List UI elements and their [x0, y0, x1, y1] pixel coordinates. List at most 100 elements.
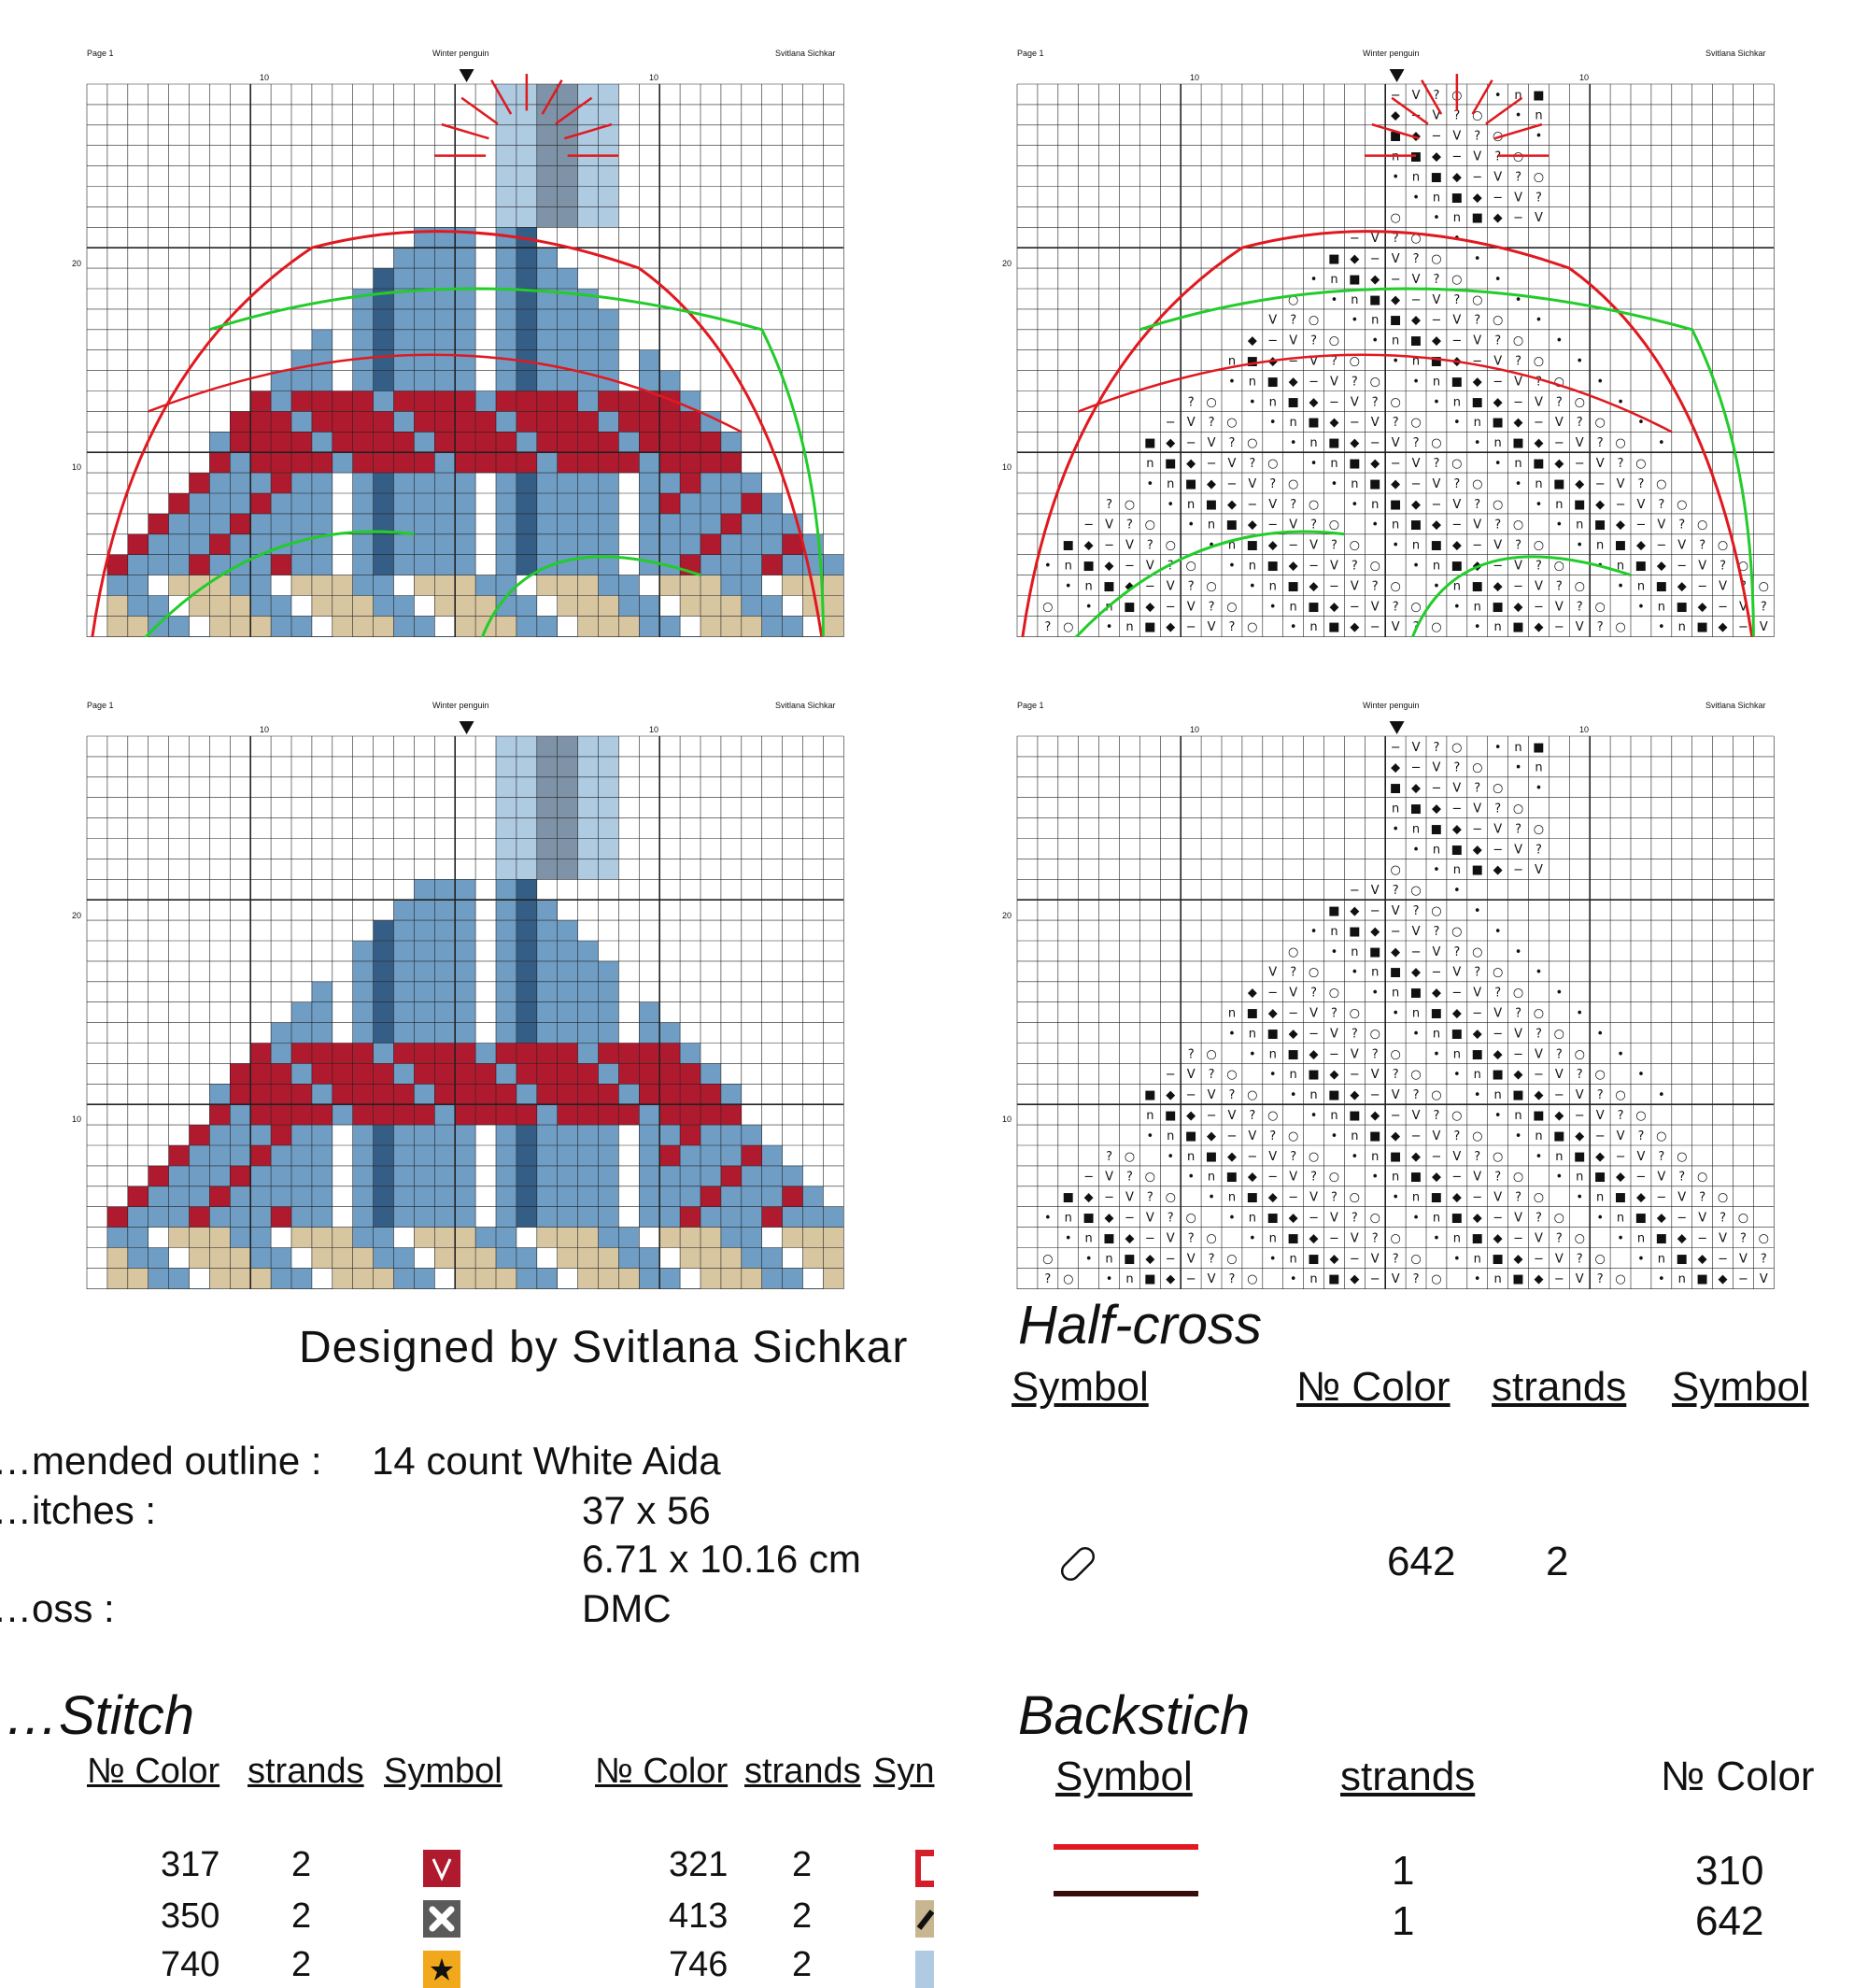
svg-text:V: V [1657, 1171, 1665, 1185]
svg-text:◆: ◆ [1534, 436, 1543, 450]
svg-text:◆: ◆ [1514, 1252, 1523, 1266]
svg-text:n: n [1433, 843, 1440, 857]
page-label: Page 1 [1017, 49, 1044, 58]
svg-text:○: ○ [1410, 1068, 1421, 1082]
svg-text:?: ? [1494, 802, 1501, 816]
svg-text:•: • [1249, 395, 1256, 409]
svg-text:n: n [1412, 1006, 1420, 1020]
svg-text:■: ■ [1677, 1252, 1688, 1266]
cs-color-350: 350 [161, 1896, 220, 1936]
svg-text:V: V [1473, 518, 1481, 532]
cs-strands-321: 2 [792, 1845, 813, 1884]
svg-text:◆: ◆ [1391, 1129, 1400, 1143]
svg-text:V: V [1187, 416, 1196, 430]
svg-text:n: n [1228, 1006, 1236, 1020]
svg-text:○: ○ [1042, 600, 1053, 614]
svg-text:n: n [1351, 293, 1358, 307]
svg-text:■: ■ [1431, 170, 1442, 184]
svg-text:•: • [1637, 1068, 1645, 1082]
svg-text:?: ? [1577, 1252, 1583, 1266]
svg-text:?: ? [1372, 395, 1379, 409]
svg-text:◆: ◆ [1698, 600, 1707, 614]
svg-text:−: − [1718, 1252, 1728, 1266]
svg-text:•: • [1433, 579, 1440, 593]
svg-text:•: • [1310, 273, 1318, 287]
cs-symbol-header-2: Syn [873, 1752, 935, 1791]
svg-text:■: ■ [1390, 314, 1401, 328]
svg-text:−: − [1411, 293, 1422, 307]
svg-text:−: − [1451, 1171, 1462, 1185]
svg-text:◆: ◆ [1595, 498, 1605, 512]
svg-text:○: ○ [1390, 1047, 1400, 1061]
svg-text:■: ■ [1369, 477, 1380, 491]
svg-text:■: ■ [1308, 1252, 1319, 1266]
svg-text:■: ■ [1390, 966, 1401, 980]
svg-text:n: n [1494, 620, 1502, 634]
svg-text:V: V [1330, 1027, 1338, 1041]
fabric-value: 14 count White Aida [372, 1439, 721, 1483]
chart-title: Winter penguin [432, 49, 489, 58]
svg-text:V: V [1760, 620, 1768, 634]
svg-text:?: ? [1393, 1252, 1399, 1266]
svg-text:?: ? [1494, 518, 1501, 532]
svg-text:n: n [1269, 395, 1277, 409]
svg-text:V: V [1227, 1109, 1236, 1123]
row-20: 20 [72, 259, 82, 268]
svg-text:■: ■ [1308, 1068, 1319, 1082]
half-cross-color-header: № Color [1296, 1364, 1451, 1410]
svg-text:◆: ◆ [1636, 539, 1646, 553]
svg-text:■: ■ [1697, 1272, 1708, 1286]
svg-text:•: • [1331, 293, 1338, 307]
svg-text:?: ? [1433, 457, 1439, 471]
svg-text:○: ○ [1451, 741, 1462, 755]
svg-text:■: ■ [1288, 1231, 1299, 1245]
svg-text:■: ■ [1512, 1272, 1523, 1286]
svg-text:−: − [1267, 987, 1278, 1001]
half-cross-strands: 2 [1546, 1539, 1569, 1584]
svg-text:■: ■ [1165, 457, 1176, 471]
svg-text:−: − [1554, 620, 1564, 634]
svg-text:•: • [1310, 1109, 1318, 1123]
svg-text:V: V [1576, 436, 1584, 450]
svg-text:•: • [1269, 1252, 1277, 1266]
svg-text:•: • [1351, 314, 1359, 328]
svg-text:•: • [1515, 1129, 1522, 1143]
svg-text:•: • [1208, 1191, 1215, 1205]
svg-text:○: ○ [1166, 539, 1176, 553]
svg-text:−: − [1207, 457, 1217, 471]
svg-text:−: − [1288, 539, 1298, 553]
svg-text:V: V [1576, 1272, 1584, 1286]
svg-text:○: ○ [1656, 1129, 1666, 1143]
svg-text:■: ■ [1328, 436, 1339, 450]
svg-text:V: V [1739, 600, 1748, 614]
svg-text:?: ? [1269, 477, 1276, 491]
svg-text:◆: ◆ [1227, 1150, 1237, 1164]
svg-text:○: ○ [1451, 273, 1462, 287]
svg-text:○: ○ [1125, 498, 1135, 512]
svg-text:○: ○ [1350, 1006, 1360, 1020]
svg-text:V: V [1330, 559, 1338, 573]
svg-text:◆: ◆ [1534, 1088, 1543, 1102]
svg-text:n: n [1433, 375, 1440, 389]
svg-text:■: ■ [1431, 539, 1442, 553]
chart-page-color-plain: Page 1 Winter penguin Svitlana Sichkar 1… [70, 701, 953, 1289]
svg-text:•: • [1535, 782, 1543, 796]
svg-text:■: ■ [1267, 1027, 1279, 1041]
svg-text:V: V [1392, 904, 1400, 918]
svg-text:?: ? [1453, 945, 1460, 959]
svg-text:?: ? [1351, 559, 1358, 573]
svg-text:−: − [1226, 477, 1237, 491]
svg-text:V: V [1493, 539, 1502, 553]
svg-text:■: ■ [1635, 559, 1647, 573]
svg-text:−: − [1554, 1088, 1564, 1102]
svg-text:?: ? [1556, 395, 1563, 409]
svg-text:■: ■ [1083, 1211, 1095, 1225]
svg-text:−: − [1288, 354, 1298, 368]
svg-text:V: V [1167, 1231, 1175, 1245]
svg-text:○: ○ [1410, 884, 1421, 898]
svg-text:•: • [1371, 518, 1379, 532]
svg-text:◆: ◆ [1207, 1129, 1216, 1143]
svg-text:n: n [1269, 1047, 1277, 1061]
svg-text:V: V [1657, 518, 1665, 532]
svg-text:■: ■ [1144, 620, 1155, 634]
